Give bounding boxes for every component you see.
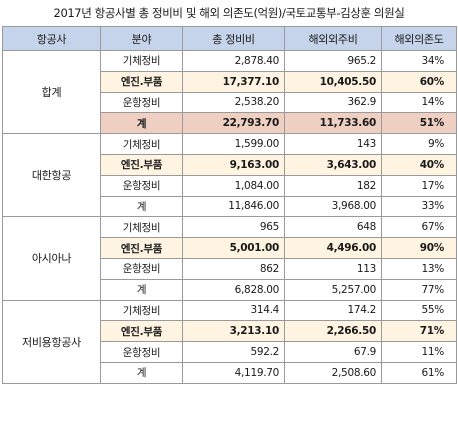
dependency-cell: 17%	[381, 174, 457, 197]
overseas-cost-cell: 4,496.00	[284, 237, 382, 259]
category-cell: 계	[100, 195, 183, 218]
table-row-sum: 계 22,793.70 11,733.60 51%	[3, 112, 457, 135]
dependency-cell: 90%	[381, 237, 457, 259]
table-row-highlight: 엔진.부품 5,001.00 4,496.00 90%	[3, 237, 457, 259]
category-cell: 운항정비	[100, 174, 183, 197]
table-title: 2017년 항공사별 총 정비비 및 해외 의존도(억원)/국토교통부-김상훈 …	[53, 6, 405, 20]
category-cell: 계	[100, 361, 183, 384]
maintenance-cost-table: 항공사 분야 총 정비비 해외외주비 해외의존도 합계 기체정비 2,878.4…	[2, 26, 457, 384]
overseas-cost-cell: 2,508.60	[284, 361, 382, 384]
table-row-highlight: 엔진.부품 3,213.10 2,266.50 71%	[3, 320, 457, 343]
total-cost-cell: 22,793.70	[182, 112, 285, 135]
total-cost-cell: 17,377.10	[182, 70, 285, 93]
category-cell: 엔진.부품	[100, 320, 183, 343]
total-cost-cell: 5,001.00	[182, 237, 285, 259]
table-row: 대한항공 기체정비 1,599.00 143 9%	[2, 133, 457, 218]
overseas-cost-cell: 3,643.00	[284, 153, 382, 176]
overseas-cost-cell: 3,968.00	[284, 195, 382, 218]
dependency-cell: 61%	[381, 361, 457, 384]
dependency-cell: 13%	[381, 257, 457, 280]
header-row: 항공사 분야 총 정비비 해외외주비 해외의존도	[2, 26, 457, 51]
table-row-highlight: 엔진.부품 17,377.10 10,405.50 60%	[3, 70, 457, 93]
overseas-cost-cell: 362.9	[284, 91, 382, 114]
category-cell: 운항정비	[100, 257, 183, 280]
total-cost-cell: 965	[182, 216, 285, 239]
dependency-cell: 77%	[381, 278, 457, 301]
table-row-highlight: 엔진.부품 9,163.00 3,643.00 40%	[3, 153, 457, 176]
total-cost-cell: 6,828.00	[182, 278, 285, 301]
total-cost-cell: 314.4	[182, 299, 285, 322]
category-cell: 기체정비	[100, 133, 183, 155]
table-row: 운항정비 862 113 13%	[3, 257, 457, 280]
category-cell: 계	[100, 278, 183, 301]
overseas-cost-cell: 10,405.50	[284, 70, 382, 93]
dependency-cell: 60%	[381, 70, 457, 93]
category-cell: 기체정비	[100, 299, 183, 322]
overseas-cost-cell: 11,733.60	[284, 112, 382, 135]
total-cost-cell: 1,599.00	[182, 133, 285, 155]
table-row: 저비용항공사 기체정비 314.4 174.2 55%	[2, 299, 457, 384]
category-cell: 기체정비	[100, 50, 183, 72]
header-airline: 항공사	[2, 26, 101, 51]
header-overseas-cost: 해외외주비	[284, 26, 382, 51]
header-category: 분야	[100, 26, 183, 51]
total-cost-cell: 2,878.40	[182, 50, 285, 72]
category-cell: 계	[100, 112, 183, 135]
overseas-cost-cell: 143	[284, 133, 382, 155]
table-row: 합계 기체정비 2,878.40 965.2 34%	[2, 49, 457, 135]
category-cell: 운항정비	[100, 341, 183, 363]
group-name-low-cost-carriers: 저비용항공사	[2, 299, 101, 384]
category-cell: 엔진.부품	[100, 153, 183, 176]
category-cell: 기체정비	[100, 216, 183, 239]
dependency-cell: 9%	[381, 133, 457, 155]
total-cost-cell: 1,084.00	[182, 174, 285, 197]
dependency-cell: 11%	[381, 341, 457, 363]
table-row: 운항정비 2,538.20 362.9 14%	[3, 91, 457, 114]
table-body: 합계 기체정비 2,878.40 965.2 34% 엔진.부품 17,377.…	[2, 49, 457, 384]
table-row: 운항정비 1,084.00 182 17%	[3, 174, 457, 197]
dependency-cell: 55%	[381, 299, 457, 322]
category-cell: 엔진.부품	[100, 237, 183, 259]
dependency-cell: 51%	[381, 112, 457, 135]
dependency-cell: 71%	[381, 320, 457, 343]
table-row: 계 4,119.70 2,508.60 61%	[3, 361, 457, 384]
header-total-cost: 총 정비비	[182, 26, 285, 51]
total-cost-cell: 4,119.70	[182, 361, 285, 384]
overseas-cost-cell: 182	[284, 174, 382, 197]
overseas-cost-cell: 648	[284, 216, 382, 239]
overseas-cost-cell: 67.9	[284, 341, 382, 363]
dependency-cell: 67%	[381, 216, 457, 239]
total-cost-cell: 862	[182, 257, 285, 280]
dependency-cell: 14%	[381, 91, 457, 114]
overseas-cost-cell: 2,266.50	[284, 320, 382, 343]
category-cell: 운항정비	[100, 91, 183, 114]
total-cost-cell: 3,213.10	[182, 320, 285, 343]
category-cell: 엔진.부품	[100, 70, 183, 93]
overseas-cost-cell: 113	[284, 257, 382, 280]
total-cost-cell: 2,538.20	[182, 91, 285, 114]
total-cost-cell: 9,163.00	[182, 153, 285, 176]
overseas-cost-cell: 5,257.00	[284, 278, 382, 301]
group-name-korean-air: 대한항공	[2, 133, 101, 218]
total-cost-cell: 11,846.00	[182, 195, 285, 218]
overseas-cost-cell: 174.2	[284, 299, 382, 322]
dependency-cell: 34%	[381, 50, 457, 72]
total-cost-cell: 592.2	[182, 341, 285, 363]
overseas-cost-cell: 965.2	[284, 50, 382, 72]
group-name-total: 합계	[2, 49, 101, 135]
group-name-asiana: 아시아나	[2, 216, 101, 301]
header-dependency: 해외의존도	[381, 26, 457, 51]
table-row: 아시아나 기체정비 965 648 67%	[2, 216, 457, 301]
table-row: 계 11,846.00 3,968.00 33%	[3, 195, 457, 218]
dependency-cell: 40%	[381, 153, 457, 176]
dependency-cell: 33%	[381, 195, 457, 218]
